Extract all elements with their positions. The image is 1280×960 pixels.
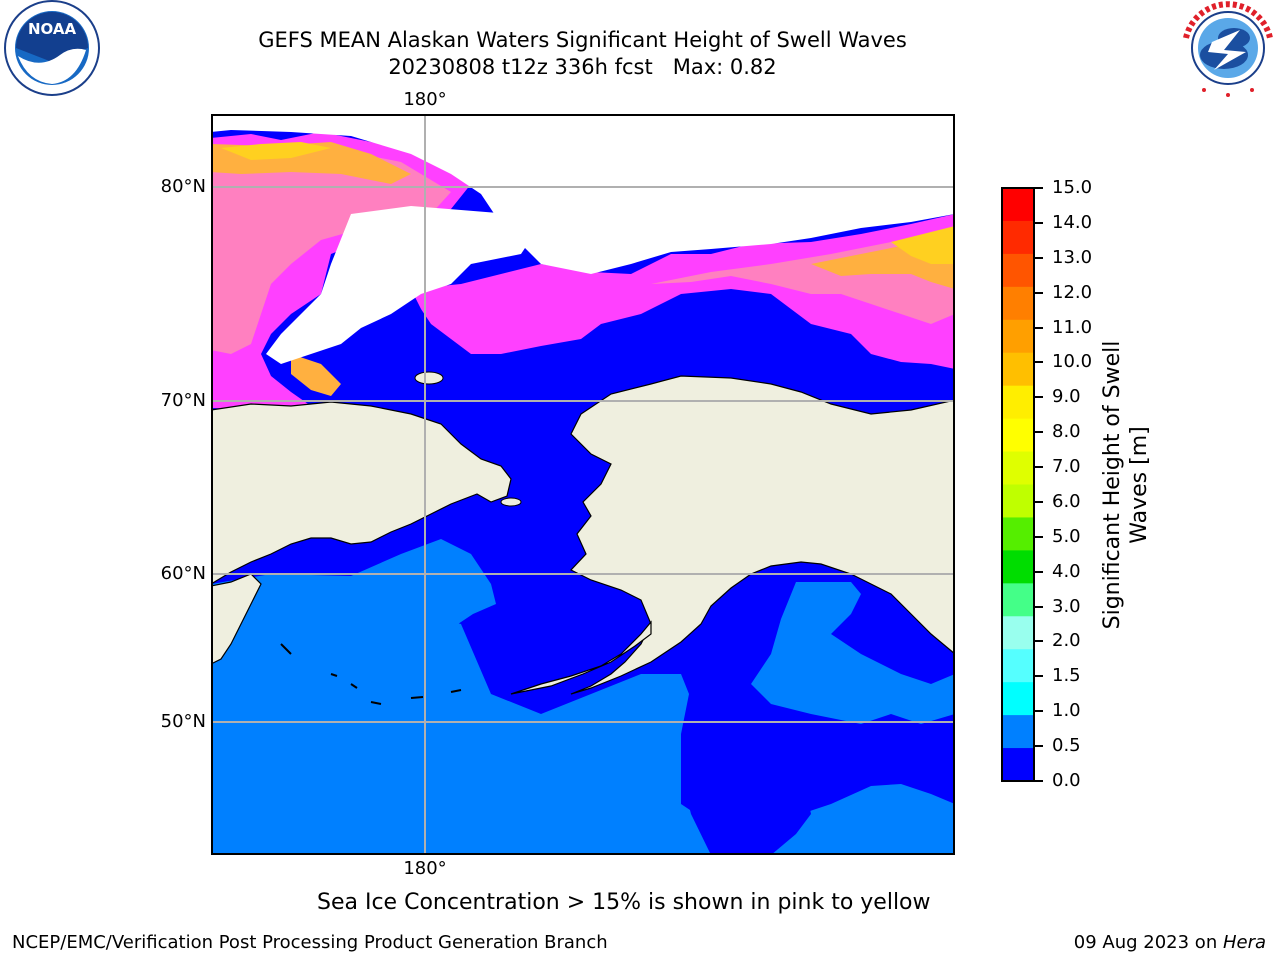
colorbar-swatch [1002, 220, 1034, 255]
sea-ice-salmon [212, 150, 451, 354]
colorbar-swatch [1002, 451, 1034, 485]
noaa-logo-text: NOAA [28, 20, 77, 38]
colorbar-tick-label: 15.0 [1052, 177, 1093, 198]
chart-title: GEFS MEAN Alaskan Waters Significant Hei… [258, 28, 907, 52]
sea-ice-central-pink [411, 214, 954, 369]
colorbar-tick-label: 10.0 [1052, 351, 1093, 373]
colorbar-tick-label: 5.0 [1052, 525, 1081, 547]
colorbar-tick-mark [1035, 291, 1043, 294]
st-lawrence-island [500, 497, 522, 507]
colorbar-swatch [1002, 253, 1034, 288]
colorbar-swatch [1002, 748, 1034, 782]
colorbar-label-line2: Waves [m] [1127, 426, 1152, 544]
sea-ice-yellow [221, 142, 954, 264]
colorbar-swatch [1002, 188, 1034, 222]
colorbar-tick-label: 8.0 [1052, 421, 1081, 443]
lat-label-70: 70°N [160, 390, 206, 411]
arctic-white-top [212, 115, 954, 274]
colorbar [1001, 187, 1035, 782]
colorbar-tick-mark [1035, 570, 1043, 573]
colorbar-tick-label: 4.0 [1052, 560, 1081, 582]
colorbar-tick-mark [1035, 640, 1043, 643]
land-kamchatka [212, 573, 262, 665]
colorbar-label-line1: Significant Height of Swell [1100, 340, 1125, 630]
colorbar-tick-mark [1035, 431, 1043, 434]
colorbar-tick-label: 14.0 [1052, 211, 1093, 233]
colorbar-tick-mark [1035, 221, 1043, 224]
colorbar-label: Significant Height of Swell Waves [m] [1099, 275, 1159, 695]
colorbar-swatch [1002, 682, 1034, 716]
colorbar-tick-mark [1035, 396, 1043, 399]
colorbar-tick-mark [1035, 500, 1043, 503]
footer-branch: NCEP/EMC/Verification Post Processing Pr… [12, 932, 608, 953]
lat-label-50: 50°N [160, 711, 206, 732]
colorbar-swatch [1002, 649, 1034, 683]
land-siberia [212, 401, 512, 585]
colorbar-tick-mark [1035, 466, 1043, 469]
colorbar-tick-label: 9.0 [1052, 386, 1081, 408]
map-panel [211, 114, 955, 855]
colorbar-swatch [1002, 517, 1034, 551]
colorbar-tick-label: 1.0 [1052, 700, 1081, 722]
wrangel-island [414, 371, 444, 385]
colorbar-swatch [1002, 319, 1034, 354]
colorbar-tick-label: 7.0 [1052, 456, 1081, 478]
footer-machine: Hera [1222, 932, 1266, 953]
colorbar-tick-mark [1035, 535, 1043, 538]
sea-ice-orange [212, 142, 954, 396]
gulf-light-blue [751, 582, 954, 724]
colorbar-swatch [1002, 385, 1034, 420]
colorbar-swatch [1002, 484, 1034, 518]
map-frame [211, 114, 955, 855]
arctic-open-white-area [266, 206, 541, 364]
lat-label-80: 80°N [160, 176, 206, 197]
pacific-deep-patch [681, 714, 811, 854]
colorbar-tick-label: 3.0 [1052, 595, 1081, 617]
footer-date-text: 09 Aug 2023 on [1073, 932, 1223, 953]
nws-logo [1181, 1, 1275, 97]
colorbar-tick-label: 13.0 [1052, 246, 1093, 268]
land-alaska-peninsula [510, 620, 652, 695]
colorbar-swatch [1002, 418, 1034, 453]
colorbar-tick-label: 12.0 [1052, 281, 1093, 303]
chart-subtitle: 20230808 t12z 336h fcst Max: 0.82 [388, 55, 777, 79]
colorbar-swatch [1002, 715, 1034, 749]
colorbar-swatch [1002, 352, 1034, 387]
aleutian-islands [280, 643, 462, 705]
colorbar-swatch [1002, 583, 1034, 617]
colorbar-swatch [1002, 286, 1034, 321]
colorbar-tick-label: 2.0 [1052, 630, 1081, 652]
lat-label-60: 60°N [160, 563, 206, 584]
colorbar-tick-mark [1035, 361, 1043, 364]
noaa-logo: NOAA [4, 0, 100, 96]
colorbar-tick-mark [1035, 675, 1043, 678]
footer-date: 09 Aug 2023 on Hera [1074, 932, 1266, 953]
colorbar-tick-mark [1035, 256, 1043, 259]
colorbar-tick-mark [1035, 326, 1043, 329]
colorbar-tick-label: 0.0 [1052, 770, 1081, 791]
colorbar-tick-mark [1035, 745, 1043, 748]
colorbar-tick-mark [1035, 780, 1043, 782]
lon-label-top: 180° [403, 89, 447, 110]
colorbar-tick-label: 0.5 [1052, 735, 1081, 757]
colorbar-tick-label: 1.5 [1052, 665, 1081, 687]
colorbar-tick-mark [1035, 605, 1043, 608]
colorbar-swatch [1002, 550, 1034, 584]
colorbar-tick-mark [1035, 710, 1043, 713]
grid-lines [212, 115, 954, 854]
colorbar-tick-mark [1035, 187, 1043, 189]
colorbar-tick-label: 6.0 [1052, 490, 1081, 512]
colorbar-tick-label: 11.0 [1052, 316, 1093, 338]
colorbar-swatch [1002, 616, 1034, 650]
lon-label-bottom: 180° [403, 858, 447, 879]
sea-ice-note: Sea Ice Concentration > 15% is shown in … [317, 890, 931, 915]
